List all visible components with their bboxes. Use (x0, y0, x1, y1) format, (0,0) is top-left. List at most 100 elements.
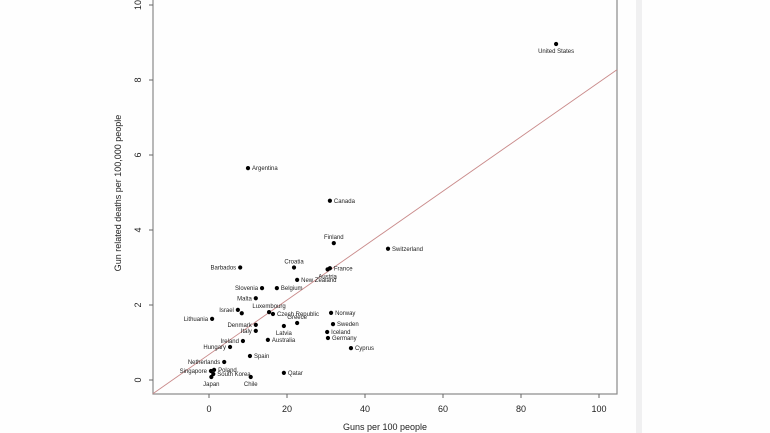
point-marker (208, 368, 214, 374)
data-point: Norway (328, 310, 355, 317)
data-point: Barbados (211, 265, 243, 272)
point-label: Denmark (227, 323, 252, 329)
page-side-band (636, 0, 642, 433)
point-label: Sweden (337, 322, 359, 328)
point-label: Croatia (284, 260, 304, 266)
point-label: Italy (241, 329, 252, 335)
point-label: Japan (203, 382, 219, 388)
point-marker (239, 311, 244, 316)
point-label: Lithuania (184, 317, 209, 323)
x-tick-label: 100 (591, 404, 606, 414)
data-point: Lithuania (184, 316, 215, 323)
data-point: France (327, 266, 353, 272)
plot-border (152, 0, 618, 395)
data-point: Finland (324, 235, 344, 246)
point-marker (238, 265, 243, 270)
data-point (239, 311, 244, 316)
point-marker (253, 322, 258, 327)
point-marker (270, 311, 276, 317)
data-points: United States Argentina Canada Finland Switz… (180, 41, 574, 388)
data-point: Iceland (325, 329, 351, 336)
data-point: Sweden (330, 322, 359, 328)
x-tick-label: 20 (282, 404, 292, 414)
data-point: Israel (219, 307, 240, 314)
point-label: Latvia (276, 331, 293, 337)
data-point: Czech Republic (270, 311, 319, 318)
point-marker (325, 267, 330, 272)
data-point: Singapore (180, 368, 214, 375)
point-marker (210, 316, 215, 321)
point-label: Israel (219, 308, 234, 314)
point-marker (248, 374, 253, 380)
point-marker (240, 338, 246, 344)
data-point: Japan (203, 374, 220, 388)
point-label: Cyprus (355, 346, 374, 352)
plot-frame (152, 0, 618, 395)
point-marker (348, 346, 354, 351)
point-label: Greece (287, 315, 307, 321)
point-label: Ireland (221, 339, 239, 345)
point-label: Slovenia (235, 286, 259, 292)
y-tick-label: 10 (133, 0, 143, 10)
point-label: Chile (244, 382, 258, 388)
x-tick-label: 40 (360, 404, 370, 414)
data-point: New Zealand (295, 277, 336, 284)
data-point: Hungary (203, 344, 233, 351)
point-label: Barbados (211, 266, 237, 272)
point-label: Qatar (288, 371, 303, 377)
data-point: Austria (318, 267, 338, 280)
point-marker (247, 353, 253, 359)
data-point: Slovenia (235, 286, 265, 292)
data-point: Malta (237, 296, 258, 302)
point-label: Spain (254, 354, 269, 360)
point-marker (209, 374, 214, 380)
data-point: Greece (287, 315, 308, 326)
point-label: Austria (318, 274, 337, 280)
point-marker (253, 296, 258, 301)
point-marker (330, 322, 336, 327)
point-marker (295, 277, 300, 282)
point-label: Netherlands (188, 360, 220, 366)
regression-line-path (152, 69, 618, 395)
regression-line (152, 69, 618, 395)
data-point: Argentina (245, 166, 278, 172)
point-marker (211, 371, 216, 377)
point-marker (281, 370, 286, 375)
point-label: Belgium (281, 286, 303, 292)
point-label: New Zealand (301, 278, 336, 284)
point-label: Luxembourg (252, 304, 285, 310)
y-axis-title: Gun related deaths per 100,000 people (113, 115, 123, 272)
data-point: Chile (244, 374, 258, 388)
point-marker (253, 328, 258, 333)
y-tick-label: 2 (133, 302, 143, 307)
point-label: South Korea (217, 372, 251, 378)
data-point: Cyprus (348, 346, 374, 352)
point-marker (227, 344, 233, 350)
data-point: Netherlands (188, 359, 227, 366)
point-marker (331, 241, 336, 246)
data-point: South Korea (211, 371, 251, 378)
x-tick-label: 60 (438, 404, 448, 414)
point-marker (245, 166, 251, 171)
point-label: Czech Republic (277, 312, 319, 318)
point-label: Finland (324, 235, 344, 241)
data-point: Germany (325, 335, 357, 342)
data-point: Denmark (227, 322, 258, 329)
data-point: United States (538, 41, 574, 55)
point-label: Canada (334, 199, 356, 205)
y-tick-label: 4 (133, 227, 143, 232)
point-label: Hungary (203, 345, 226, 351)
data-point: Italy (241, 328, 258, 335)
point-marker (325, 335, 331, 341)
point-label: Switzerland (392, 247, 423, 253)
point-marker (274, 286, 279, 291)
point-label: Norway (335, 311, 355, 317)
point-label: Iceland (331, 330, 350, 336)
y-tick-label: 8 (133, 77, 143, 82)
point-marker (295, 320, 300, 326)
point-marker (291, 265, 297, 270)
point-marker (265, 337, 270, 342)
y-tick-label: 0 (133, 377, 143, 382)
data-point: Australia (265, 337, 296, 344)
